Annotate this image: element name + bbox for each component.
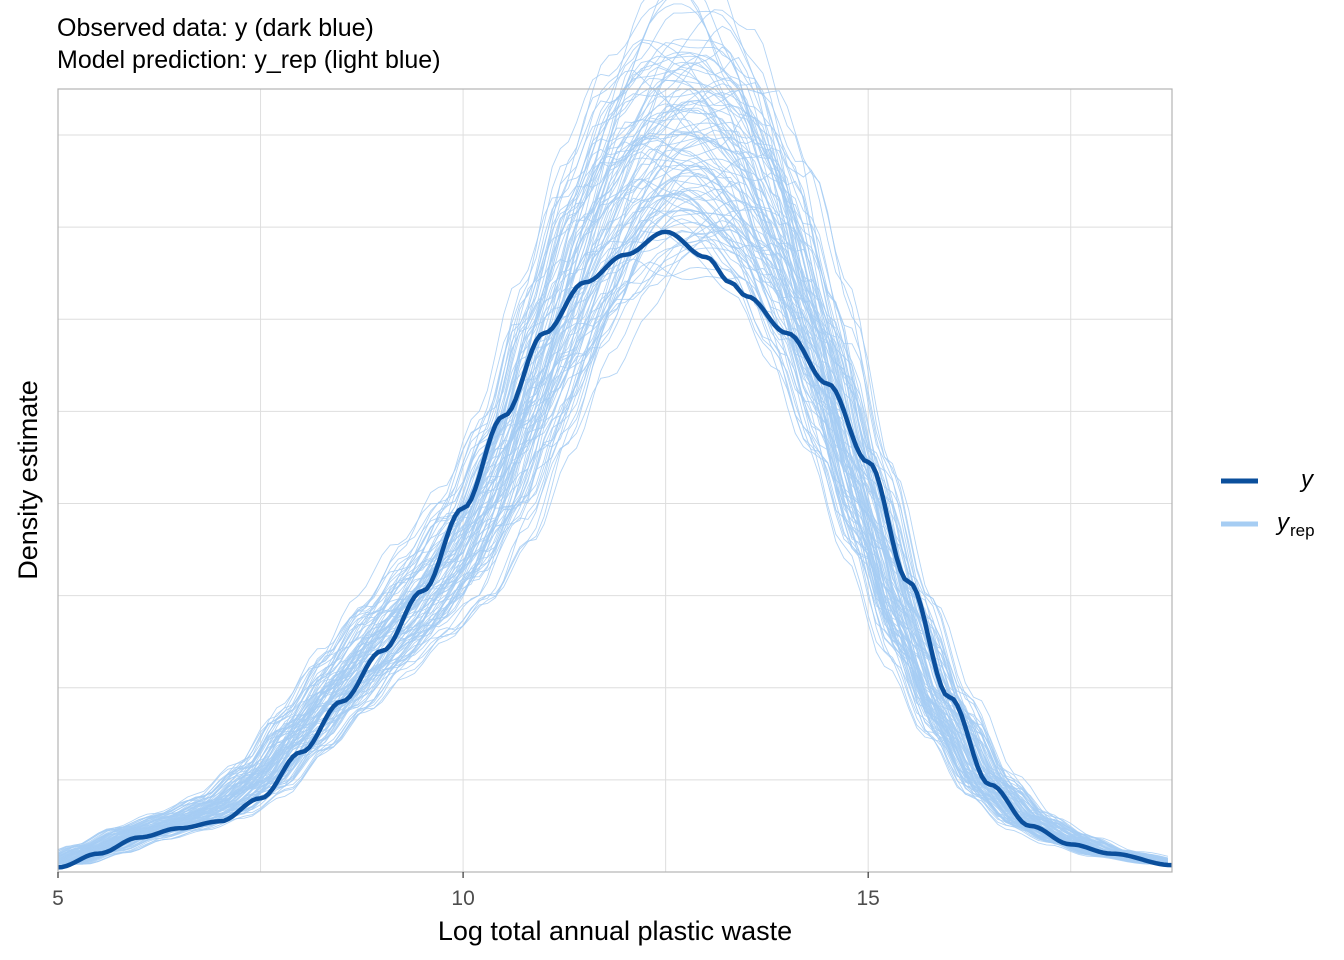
- yrep-draw-line: [58, 207, 1168, 865]
- yrep-draw-line: [57, 3, 1168, 863]
- yrep-draw-line: [57, 261, 1168, 865]
- legend-label-y: y: [1299, 466, 1315, 493]
- yrep-draw-line: [57, 100, 1168, 863]
- legend: y yrep: [1221, 466, 1315, 540]
- x-tick-label: 10: [451, 887, 474, 910]
- yrep-draw-line: [57, 79, 1168, 863]
- yrep-draw-line: [57, 103, 1168, 862]
- legend-label-yrep-main: y: [1275, 509, 1291, 536]
- yrep-draw-line: [57, 68, 1168, 863]
- yrep-draw-line: [57, 62, 1168, 863]
- yrep-draw-line: [57, 121, 1169, 863]
- yrep-draw-line: [57, 189, 1168, 865]
- yrep-draw-line: [57, 172, 1168, 864]
- yrep-draw-line: [57, 194, 1168, 865]
- yrep-draw-line: [57, 87, 1168, 863]
- yrep-draw-line: [57, 188, 1168, 864]
- x-axis: 5 10 15: [52, 872, 880, 910]
- y-observed-line: [57, 229, 1173, 870]
- yrep-draw-line: [58, 78, 1169, 862]
- yrep-draw-line: [57, 194, 1168, 865]
- yrep-draw-line: [57, 147, 1169, 863]
- yrep-draw-line: [58, 189, 1168, 865]
- title-line-2: Model prediction: y_rep (light blue): [57, 46, 441, 74]
- yrep-draw-line: [57, 158, 1168, 864]
- legend-label-yrep: yrep: [1275, 509, 1315, 540]
- yrep-draw-line: [57, 157, 1168, 864]
- x-tick-label: 5: [52, 887, 64, 910]
- title-line-1: Observed data: y (dark blue): [57, 14, 374, 42]
- yrep-draw-line: [58, 229, 1168, 864]
- yrep-draw-line: [57, 69, 1168, 864]
- yrep-draw-line: [57, 178, 1168, 865]
- yrep-draw-line: [57, 200, 1168, 865]
- yrep-draw-line: [57, 92, 1168, 864]
- yrep-draw-line: [57, 54, 1168, 863]
- grid: [58, 89, 1172, 872]
- observed-series-group: [57, 229, 1173, 870]
- x-axis-title: Log total annual plastic waste: [438, 916, 792, 946]
- legend-label-yrep-sub: rep: [1290, 521, 1315, 540]
- yrep-draw-line: [57, 121, 1168, 863]
- yrep-draw-line: [57, 209, 1168, 865]
- yrep-draw-line: [57, 99, 1168, 863]
- replicated-series-group: [57, 0, 1169, 865]
- yrep-draw-line: [57, 109, 1168, 863]
- yrep-draw-line: [57, 52, 1168, 862]
- yrep-draw-line: [57, 51, 1168, 863]
- yrep-draw-line: [57, 122, 1168, 863]
- yrep-draw-line: [58, 206, 1168, 865]
- yrep-draw-line: [57, 129, 1168, 863]
- yrep-draw-line: [57, 25, 1169, 864]
- y-axis-title: Density estimate: [13, 380, 43, 580]
- x-tick-label: 15: [857, 887, 880, 910]
- yrep-draw-line: [58, 247, 1168, 865]
- title-block: Observed data: y (dark blue) Model predi…: [57, 14, 441, 74]
- panel-border: [57, 88, 1173, 873]
- yrep-draw-line: [57, 172, 1168, 864]
